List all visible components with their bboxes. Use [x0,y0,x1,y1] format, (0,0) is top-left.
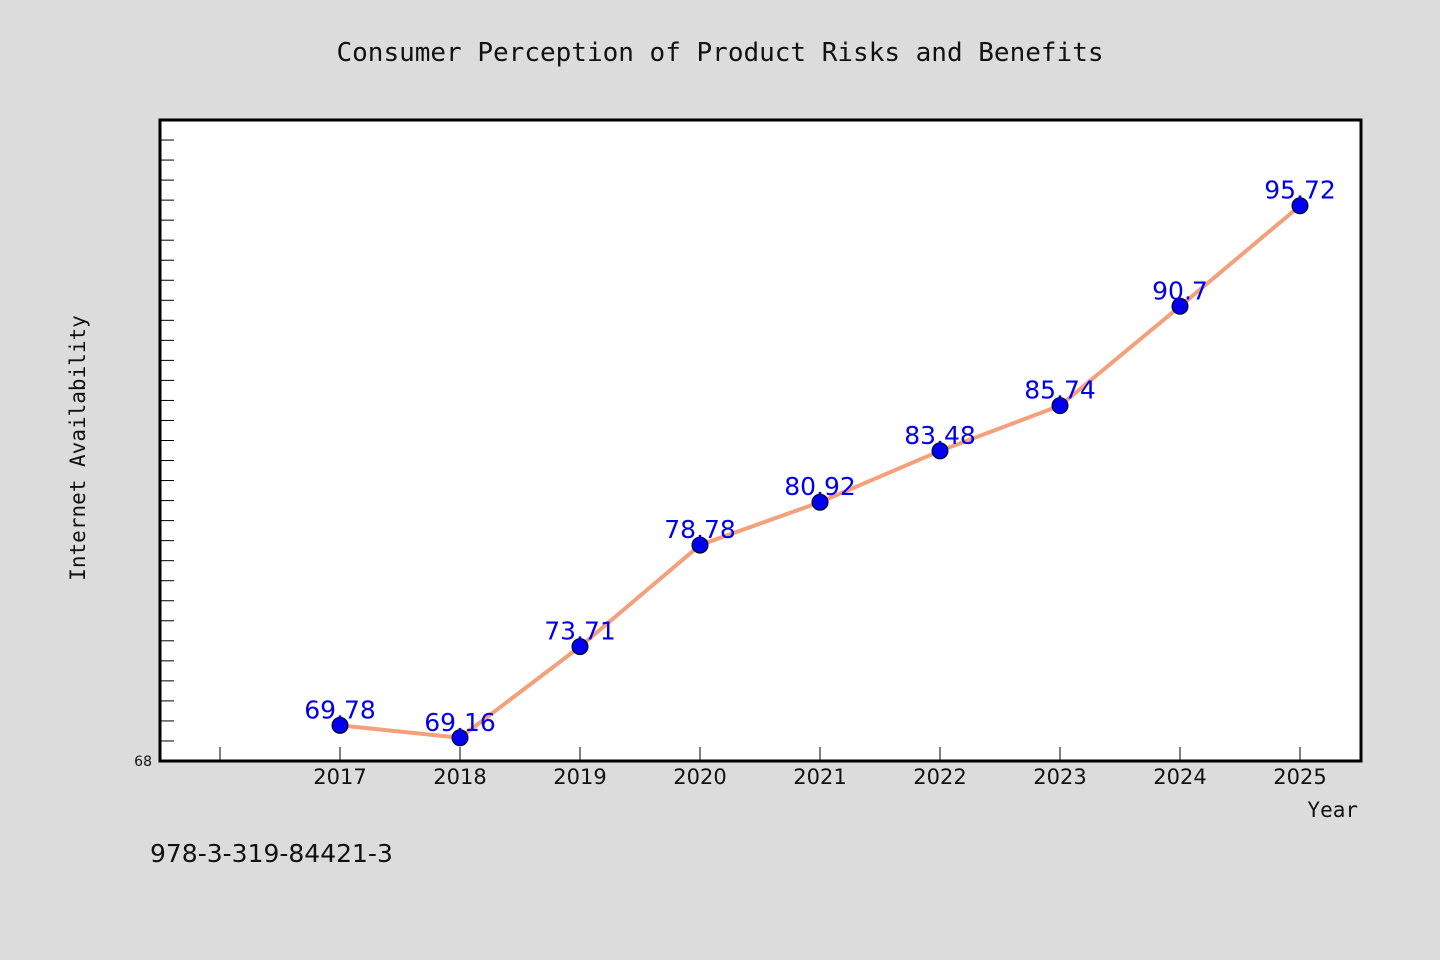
y-axis-ticks: 68 [134,139,174,770]
data-label: 69.16 [424,708,496,737]
data-point [1291,197,1309,215]
chart-title: Consumer Perception of Product Risks and… [336,38,1103,68]
x-tick-label: 2019 [553,765,606,789]
data-label: 83.48 [904,421,976,450]
data-point [1051,397,1069,415]
data-label: 80.92 [784,472,856,501]
data-point [331,716,349,734]
isbn-text: 978-3-319-84421-3 [150,839,393,868]
y-tick-label: 68 [134,754,152,770]
data-point [451,729,469,747]
data-label: 69.78 [304,695,376,724]
points-group [331,197,1309,747]
data-label: 90.7 [1152,276,1208,305]
x-tick-label: 2022 [913,765,966,789]
data-point [1171,297,1189,315]
x-tick-label: 2025 [1273,765,1326,789]
data-point [931,442,949,460]
plot-area [158,118,1363,763]
data-label: 78.78 [664,515,736,544]
x-tick-label: 2024 [1153,765,1206,789]
x-tick-label: 2018 [433,765,486,789]
x-tick-label: 2021 [793,765,846,789]
x-tick-label: 2017 [313,765,366,789]
data-labels-group: 69.78 69.16 73.71 78.78 80.92 83.48 85.74 90.7 9… [304,176,1336,737]
data-point [571,638,589,656]
y-axis-label: Internet Availability [66,315,90,581]
data-point [811,493,829,511]
x-tick-label: 2020 [673,765,726,789]
data-label: 95.72 [1264,176,1336,205]
x-axis-label: Year [1307,798,1358,822]
data-point [691,536,709,554]
x-tick-label: 2023 [1033,765,1086,789]
data-label: 85.74 [1024,376,1096,405]
data-label: 73.71 [544,617,616,646]
x-axis-ticks: 2017 2018 2019 2020 2021 2022 2023 2024 2025 [219,747,1327,789]
